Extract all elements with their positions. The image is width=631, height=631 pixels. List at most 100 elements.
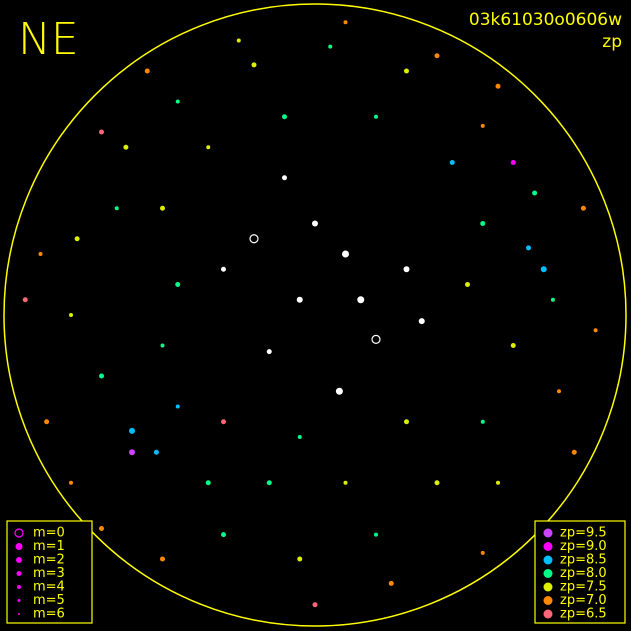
size-legend-marker [14, 528, 24, 538]
size-legend-label: m=5 [33, 593, 65, 608]
data-point [434, 53, 440, 59]
data-point [38, 252, 43, 256]
data-point [540, 266, 547, 273]
data-point [343, 480, 348, 485]
color-legend-label: zp=7.0 [560, 593, 607, 608]
data-point [449, 160, 455, 165]
color-legend-label: zp=8.0 [560, 566, 607, 581]
data-point [206, 145, 211, 150]
data-point [526, 245, 531, 251]
chart-subtitle: 03k61030o0606w [469, 10, 622, 30]
chart-title: NE [18, 14, 79, 65]
color-legend-marker [543, 555, 553, 565]
data-point [465, 282, 470, 287]
data-point [296, 296, 303, 303]
size-legend-marker [18, 613, 20, 615]
data-point [510, 343, 516, 348]
data-point [282, 175, 287, 181]
size-legend-box [6, 520, 93, 624]
data-point [532, 190, 538, 196]
data-point [495, 83, 501, 89]
size-legend-marker [17, 585, 21, 589]
data-point [343, 20, 348, 25]
data-point [160, 556, 165, 562]
color-legend-marker [543, 528, 553, 538]
data-point [99, 129, 104, 135]
data-point [175, 282, 181, 287]
data-point [434, 480, 440, 486]
data-point [480, 221, 486, 226]
data-point [496, 480, 500, 485]
data-point [129, 449, 135, 456]
data-point [342, 250, 349, 258]
data-point [99, 526, 104, 531]
color-legend-label: zp=6.5 [560, 607, 607, 622]
data-point [144, 68, 150, 74]
data-point [249, 234, 259, 244]
color-legend-marker [543, 542, 553, 551]
data-point [282, 114, 287, 120]
data-point [388, 580, 394, 586]
data-point [335, 387, 343, 395]
color-legend-marker [543, 569, 553, 578]
color-legend-marker [543, 582, 553, 592]
data-point [69, 313, 73, 317]
data-point [236, 38, 241, 43]
data-point [160, 205, 165, 211]
horizon-circle [3, 3, 627, 627]
size-legend-label: m=4 [33, 580, 65, 595]
data-point [593, 328, 598, 333]
data-point [404, 419, 409, 425]
data-point [175, 99, 180, 104]
color-legend-label: zp=9.5 [560, 526, 607, 541]
color-legend-marker [543, 596, 553, 605]
data-point [221, 266, 226, 272]
data-point [404, 68, 409, 74]
color-legend-marker [543, 609, 553, 619]
data-point [357, 296, 365, 304]
data-point [221, 532, 226, 538]
data-point [160, 343, 165, 348]
data-point [374, 114, 378, 119]
data-point [297, 435, 302, 439]
size-legend-marker [16, 557, 22, 563]
data-point [371, 334, 381, 344]
data-point [297, 556, 303, 562]
size-legend-label: m=2 [33, 553, 65, 568]
data-point [403, 266, 410, 273]
data-point [123, 144, 129, 150]
color-legend-label: zp=8.5 [560, 553, 607, 568]
data-point [418, 318, 425, 325]
data-point [557, 389, 561, 394]
size-legend-label: m=1 [33, 539, 65, 554]
size-legend-marker [16, 571, 22, 576]
data-point [312, 220, 318, 227]
data-point [129, 427, 135, 434]
data-point [312, 602, 318, 608]
size-legend-label: m=3 [33, 566, 65, 581]
size-legend-marker [17, 599, 21, 602]
data-point [266, 349, 272, 355]
size-legend-label: m=0 [33, 526, 65, 541]
size-legend-label: m=6 [33, 607, 65, 622]
data-point [480, 419, 485, 424]
data-point [153, 449, 159, 455]
data-point [510, 160, 516, 165]
data-point [328, 44, 333, 49]
data-point [550, 297, 555, 302]
data-point [44, 419, 50, 425]
size-legend-marker [15, 543, 23, 550]
data-point [221, 419, 226, 425]
data-point [175, 404, 180, 409]
data-point [266, 480, 272, 486]
data-point [580, 205, 586, 211]
data-point [114, 206, 119, 211]
color-legend-label: zp=9.0 [560, 539, 607, 554]
data-point [480, 550, 485, 555]
data-point [571, 449, 577, 455]
data-point [205, 480, 211, 486]
data-point [251, 62, 257, 68]
